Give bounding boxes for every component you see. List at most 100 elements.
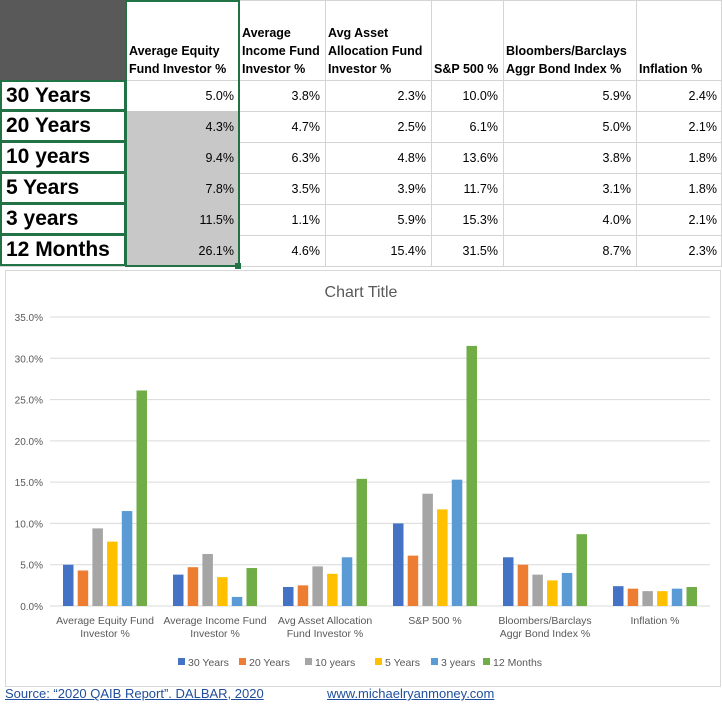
bar <box>451 479 463 606</box>
grid-vline <box>325 0 326 267</box>
bar <box>547 580 558 606</box>
legend-label: 10 years <box>315 657 355 669</box>
y-tick-label: 0.0% <box>20 602 43 613</box>
data-cell[interactable]: 2.4% <box>688 88 718 103</box>
data-cell[interactable]: 5.9% <box>397 212 427 227</box>
row-label[interactable]: 20 Years <box>0 111 126 142</box>
corner-cell[interactable] <box>0 0 126 80</box>
y-tick-label: 15.0% <box>15 478 43 489</box>
bar <box>407 555 419 606</box>
bar <box>341 557 353 606</box>
bar-chart[interactable]: Chart Title 0.0% 5.0% 10.0% 15.0% 20.0% 25.0% 3… <box>5 270 721 687</box>
bar <box>356 478 367 606</box>
data-cell[interactable]: 5.9% <box>602 88 632 103</box>
grid-hline <box>0 111 722 112</box>
bar <box>217 577 228 606</box>
grid-hline <box>0 0 722 1</box>
column-header[interactable]: Average Income Fund Investor % <box>242 26 320 76</box>
data-cell[interactable]: 7.8% <box>126 173 239 204</box>
data-cell[interactable]: 31.5% <box>462 243 498 258</box>
source-link[interactable]: Source: “2020 QAIB Report”. DALBAR, 2020 <box>5 686 264 701</box>
column-header[interactable]: S&P 500 % <box>434 62 499 76</box>
row-label[interactable]: 12 Months <box>0 235 126 266</box>
data-cell[interactable]: 11.7% <box>463 181 498 196</box>
bar <box>121 511 133 606</box>
data-cell[interactable]: 2.3% <box>397 88 427 103</box>
data-cell[interactable]: 9.4% <box>126 142 239 173</box>
y-tick-label: 35.0% <box>15 313 43 324</box>
legend-label: 20 Years <box>249 657 290 669</box>
x-category-label-line: Aggr Bond Index % <box>500 628 590 640</box>
data-cell[interactable]: 5.0% <box>602 119 632 134</box>
legend-label: 3 years <box>441 657 475 669</box>
legend-label: 30 Years <box>188 657 229 669</box>
column-header[interactable]: Bloombers/Barclays Aggr Bond Index % <box>506 44 627 76</box>
data-cell[interactable]: 6.1% <box>469 119 499 134</box>
data-cell[interactable]: 2.1% <box>688 212 718 227</box>
data-cell[interactable]: 5.0% <box>205 88 235 103</box>
fill-handle[interactable] <box>235 263 241 269</box>
data-cell[interactable]: 11.5% <box>126 204 239 235</box>
bar <box>517 564 529 606</box>
column-header[interactable]: Avg Asset Allocation Fund Investor % <box>328 26 423 76</box>
column-header[interactable]: Average Equity Fund Investor % <box>129 44 227 76</box>
y-tick-label: 25.0% <box>15 396 43 407</box>
data-cell[interactable]: 4.8% <box>397 150 427 165</box>
data-cell[interactable]: 6.3% <box>291 150 321 165</box>
data-cell[interactable]: 2.1% <box>688 119 718 134</box>
y-tick-label: 30.0% <box>15 354 43 365</box>
bar <box>173 574 184 606</box>
data-cell[interactable]: 4.3% <box>126 111 239 142</box>
data-cell[interactable]: 1.8% <box>688 150 718 165</box>
x-category-label: Average Equity Fund Investor % <box>56 615 154 640</box>
bar <box>686 587 697 606</box>
x-category-label: S&P 500 % <box>408 615 462 627</box>
x-category-label-line: S&P 500 % <box>408 615 462 627</box>
bar <box>136 390 147 606</box>
data-cell[interactable]: 4.7% <box>291 119 321 134</box>
bar <box>246 568 257 606</box>
website-link[interactable]: www.michaelryanmoney.com <box>327 686 495 701</box>
data-cell[interactable]: 1.8% <box>688 181 718 196</box>
bar <box>231 596 243 606</box>
x-category-label-line: Investor % <box>80 628 130 640</box>
data-cell[interactable]: 2.5% <box>397 119 427 134</box>
bar <box>437 509 448 606</box>
x-category-label: Average Income Fund Investor % <box>163 615 266 640</box>
data-cell[interactable]: 15.3% <box>462 212 498 227</box>
y-tick-label: 20.0% <box>15 437 43 448</box>
grid-vline <box>503 0 504 267</box>
bar <box>576 534 587 606</box>
column-header[interactable]: Inflation % <box>639 62 703 76</box>
data-cell[interactable]: 3.1% <box>602 181 632 196</box>
row-label[interactable]: 30 Years <box>0 80 126 111</box>
row-label[interactable]: 5 Years <box>0 173 126 204</box>
data-cell[interactable]: 15.4% <box>390 243 426 258</box>
bar <box>312 566 323 606</box>
bar <box>627 588 639 606</box>
legend-swatch <box>239 658 246 665</box>
x-category-label: Inflation % <box>630 615 679 627</box>
data-cell[interactable]: 3.8% <box>602 150 632 165</box>
data-cell[interactable]: 13.6% <box>462 150 498 165</box>
data-cell[interactable]: 4.6% <box>291 243 321 258</box>
data-cell[interactable]: 10.0% <box>462 88 498 103</box>
grid-hline <box>0 266 722 267</box>
data-cell[interactable]: 4.0% <box>602 212 632 227</box>
x-category-label-line: Investor % <box>190 628 240 640</box>
row-label[interactable]: 3 years <box>0 204 126 235</box>
data-cell[interactable]: 26.1% <box>126 235 239 266</box>
data-cell[interactable]: 3.8% <box>291 88 321 103</box>
row-label[interactable]: 10 years <box>0 142 126 173</box>
legend-swatch <box>431 658 438 665</box>
bar <box>642 591 653 606</box>
x-category-label: Avg Asset Allocation Fund Investor % <box>278 615 373 640</box>
x-category-label-line: Average Income Fund <box>163 615 266 627</box>
data-cell[interactable]: 3.9% <box>397 181 427 196</box>
grid-vline <box>636 0 637 267</box>
legend-swatch <box>305 658 312 665</box>
data-cell[interactable]: 1.1% <box>291 212 321 227</box>
data-cell[interactable]: 8.7% <box>602 243 632 258</box>
data-cell[interactable]: 2.3% <box>688 243 718 258</box>
data-cell[interactable]: 3.5% <box>291 181 321 196</box>
